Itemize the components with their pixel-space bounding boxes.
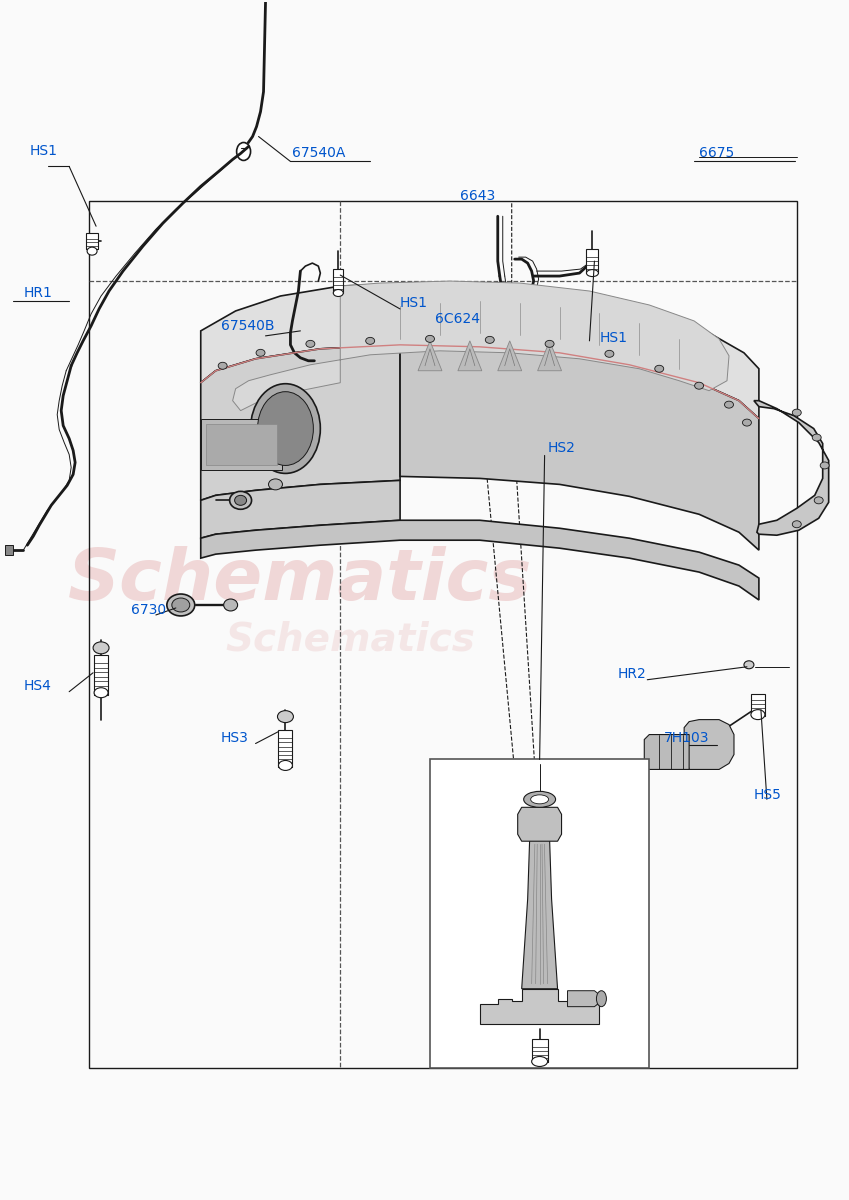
Ellipse shape [812,434,821,442]
Ellipse shape [167,594,194,616]
Bar [89,202,796,1068]
Ellipse shape [237,143,250,161]
Ellipse shape [545,341,554,347]
Ellipse shape [524,791,555,808]
Text: HS2: HS2 [548,442,576,456]
Polygon shape [200,344,400,500]
Polygon shape [400,344,759,550]
Ellipse shape [724,401,734,408]
Bar [587,250,599,274]
Bar [751,694,765,715]
Bar [5,545,14,556]
Polygon shape [754,401,829,535]
Ellipse shape [531,794,548,804]
Bar [278,730,292,768]
Bar [86,233,98,250]
Ellipse shape [268,479,283,490]
Ellipse shape [256,349,265,356]
Ellipse shape [234,496,246,505]
Bar [200,419,283,470]
Polygon shape [458,341,482,371]
Text: 6C624: 6C624 [435,312,480,326]
Ellipse shape [218,362,228,370]
Text: 6675: 6675 [699,146,734,161]
Ellipse shape [334,289,343,296]
Ellipse shape [751,709,765,720]
Text: 7H103: 7H103 [664,731,710,744]
Text: Schematics: Schematics [68,546,532,614]
Ellipse shape [486,336,494,343]
Bar [334,269,343,293]
Polygon shape [567,991,599,1007]
Ellipse shape [94,688,108,697]
Ellipse shape [792,521,801,528]
Bar [430,760,649,1068]
Ellipse shape [306,341,315,347]
Polygon shape [233,281,729,410]
Ellipse shape [223,599,238,611]
Polygon shape [200,283,759,419]
Text: HR2: HR2 [617,667,646,680]
Bar [205,424,278,466]
Ellipse shape [655,365,664,372]
Polygon shape [644,734,689,769]
Ellipse shape [744,661,754,668]
Bar [94,655,108,695]
Ellipse shape [531,1056,548,1067]
Polygon shape [200,480,400,539]
Polygon shape [537,341,561,371]
Ellipse shape [87,247,97,256]
Polygon shape [418,341,442,371]
Text: HS1: HS1 [30,144,57,158]
Ellipse shape [171,598,190,612]
Ellipse shape [792,409,801,416]
Bar [531,1038,548,1062]
Polygon shape [684,720,734,769]
Ellipse shape [278,710,294,722]
Polygon shape [498,341,521,371]
Polygon shape [200,521,759,600]
Text: 6643: 6643 [460,190,495,203]
Text: 6730: 6730 [131,602,166,617]
Text: HS4: HS4 [23,679,51,692]
Ellipse shape [425,335,435,342]
Ellipse shape [229,491,251,509]
Text: 67540B: 67540B [221,319,274,332]
Ellipse shape [694,383,704,389]
Text: HS1: HS1 [599,331,627,344]
Ellipse shape [278,761,292,770]
Ellipse shape [743,419,751,426]
Ellipse shape [257,391,313,466]
Ellipse shape [604,350,614,358]
Text: HS1: HS1 [400,296,428,310]
Polygon shape [518,808,561,841]
Ellipse shape [366,337,374,344]
Text: HS5: HS5 [754,788,782,803]
Text: HR1: HR1 [23,286,52,300]
Polygon shape [480,989,599,1024]
Text: HS3: HS3 [221,731,249,744]
Ellipse shape [587,270,599,276]
Ellipse shape [93,642,109,654]
Ellipse shape [814,497,824,504]
Ellipse shape [250,384,320,474]
Polygon shape [521,839,558,989]
Text: 67540A: 67540A [292,146,346,161]
Text: Schematics: Schematics [225,620,475,659]
Ellipse shape [597,991,606,1007]
Ellipse shape [820,462,829,469]
